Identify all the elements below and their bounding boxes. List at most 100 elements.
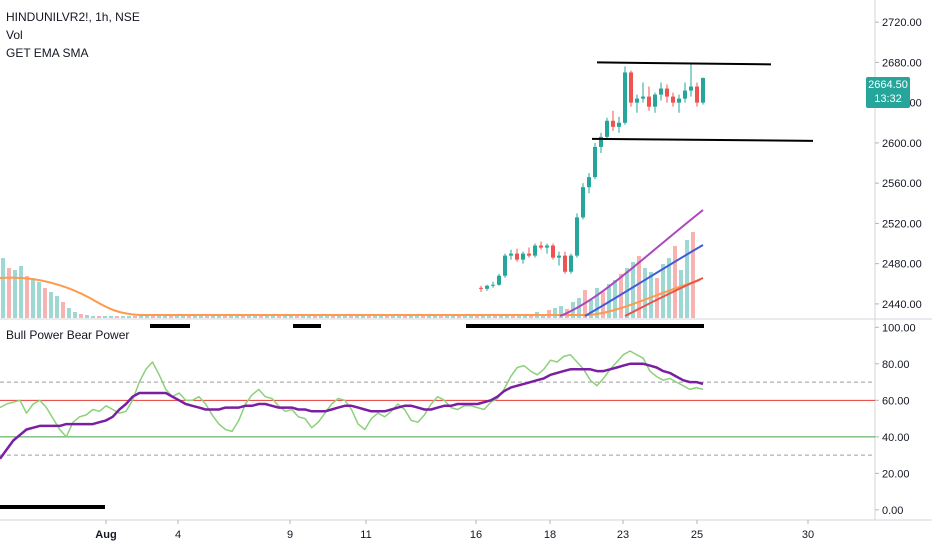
volume-bar: [25, 276, 29, 318]
volume-bar: [283, 316, 287, 318]
volume-bar: [67, 308, 71, 318]
volume-bar: [265, 316, 269, 318]
volume-bar: [487, 316, 491, 318]
time-tick-label: Aug: [95, 529, 116, 541]
time-axis[interactable]: Aug 4 9 11 16 18 23 25 30: [95, 520, 814, 541]
volume-bar: [325, 316, 329, 318]
volume-bar: [175, 316, 179, 318]
osc-tick-label: 20.00: [882, 468, 910, 480]
volume-bar: [643, 268, 647, 318]
volume-bar: [337, 316, 341, 318]
bear-power-line: [0, 362, 704, 460]
trendline-drawings[interactable]: [0, 61, 814, 509]
blue-ma-line: [584, 244, 704, 317]
volume-bar: [151, 316, 155, 318]
candlesticks[interactable]: [479, 64, 705, 292]
volume-bar: [259, 316, 263, 318]
volume-bar: [43, 288, 47, 318]
osc-tick-label: 100.00: [882, 322, 916, 334]
oscillator-lines: [0, 350, 704, 460]
red-ma-line: [624, 277, 704, 317]
candle-body: [665, 88, 669, 97]
candle-body: [575, 217, 579, 256]
price-tick-label: 2440.00: [882, 299, 922, 311]
candle-body: [623, 72, 627, 123]
candle-body: [485, 285, 489, 289]
candle-body: [569, 255, 573, 272]
volume-indicator-label[interactable]: Vol: [6, 28, 23, 42]
volume-bar: [691, 232, 695, 318]
candle-body: [599, 136, 603, 147]
volume-bar: [673, 246, 677, 318]
volume-bar: [391, 316, 395, 318]
candle-body: [539, 245, 543, 248]
volume-bar: [631, 262, 635, 318]
volume-bar: [439, 316, 443, 318]
osc-tick-label: 60.00: [882, 395, 910, 407]
volume-bar: [493, 316, 497, 318]
candle-body: [629, 72, 633, 103]
volume-bar: [91, 316, 95, 318]
volume-bar: [403, 316, 407, 318]
volume-bars: [1, 232, 695, 318]
volume-bar: [469, 316, 473, 318]
candle-body: [635, 98, 639, 103]
volume-bar: [415, 316, 419, 318]
volume-bar: [235, 316, 239, 318]
volume-bar: [655, 278, 659, 318]
volume-bar: [361, 316, 365, 318]
volume-bar: [229, 316, 233, 318]
volume-bar: [289, 316, 293, 318]
price-tick-label: 2600.00: [882, 138, 922, 150]
candle-body: [503, 255, 507, 276]
volume-bar: [331, 316, 335, 318]
volume-bar: [31, 278, 35, 318]
session-marker: [0, 505, 105, 509]
candle-body: [545, 245, 549, 248]
time-tick-label: 18: [544, 529, 556, 541]
volume-bar: [205, 316, 209, 318]
price-tick-label: 2480.00: [882, 259, 922, 271]
candle-body: [701, 77, 705, 103]
candle-body: [551, 245, 555, 258]
volume-bar: [661, 264, 665, 318]
volume-bar: [109, 316, 113, 318]
volume-bar: [451, 316, 455, 318]
volume-bar: [637, 256, 641, 318]
volume-bar: [313, 316, 317, 318]
volume-bar: [343, 316, 347, 318]
symbol-title[interactable]: HINDUNILVR2!, 1h, NSE: [6, 10, 140, 24]
time-tick-label: 9: [287, 529, 293, 541]
price-axis[interactable]: 2720.002680.002640.002600.002560.002520.…: [875, 17, 922, 311]
price-tick-label: 2560.00: [882, 178, 922, 190]
candle-body: [671, 96, 675, 103]
candle-body: [563, 255, 567, 272]
volume-bar: [373, 316, 377, 318]
volume-bar: [385, 316, 389, 318]
volume-bar: [193, 316, 197, 318]
volume-bar: [295, 316, 299, 318]
volume-bar: [253, 316, 257, 318]
volume-bar: [307, 316, 311, 318]
bull-bear-power-title[interactable]: Bull Power Bear Power: [6, 328, 130, 342]
volume-bar: [649, 272, 653, 318]
volume-bar: [73, 312, 77, 318]
support-line: [591, 137, 814, 142]
volume-bar: [115, 316, 119, 318]
volume-bar: [559, 306, 563, 318]
volume-bar: [625, 268, 629, 318]
volume-bar: [37, 282, 41, 318]
oscillator-axis[interactable]: 100.00 80.00 60.00 40.00 20.00 0.00: [875, 322, 916, 517]
candle-body: [611, 120, 615, 127]
volume-bar: [301, 316, 305, 318]
volume-bar: [355, 316, 359, 318]
volume-bar: [247, 316, 251, 318]
time-tick-label: 25: [691, 529, 703, 541]
candle-body: [683, 90, 687, 99]
volume-bar: [667, 258, 671, 318]
volume-bar: [589, 300, 593, 318]
chart-frame: [0, 0, 932, 521]
volume-bar: [127, 316, 131, 318]
ema-sma-indicator-label[interactable]: GET EMA SMA: [6, 46, 89, 60]
